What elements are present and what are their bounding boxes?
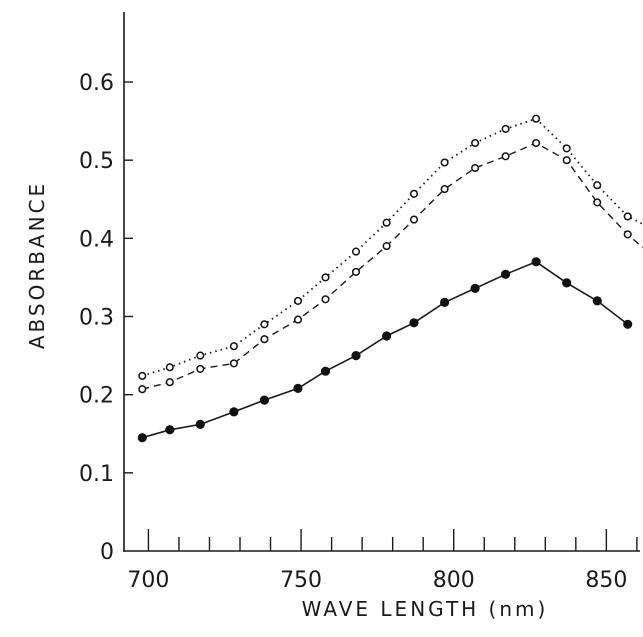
data-point [501, 269, 511, 279]
data-point [229, 342, 238, 351]
data-point [351, 267, 361, 276]
data-point [593, 198, 602, 207]
data-point [592, 296, 602, 306]
data-point [260, 335, 269, 344]
data-point [471, 163, 480, 173]
y-axis-title: ABSORBANCE [25, 181, 49, 349]
data-point [260, 320, 269, 329]
data-point [351, 247, 361, 256]
series-dashed [138, 138, 643, 394]
data-point [501, 152, 510, 161]
y-tick-label: 0.6 [79, 71, 114, 96]
series-line-dotted [142, 117, 643, 377]
y-tick-label: 0.3 [79, 306, 114, 331]
data-point [321, 273, 330, 282]
data-point [440, 158, 449, 167]
data-point [165, 378, 174, 387]
data-point [320, 366, 331, 376]
data-point [293, 315, 303, 324]
y-tick-label: 0.4 [79, 227, 114, 252]
x-tick-label: 800 [433, 568, 475, 593]
data-point [562, 144, 571, 153]
series-line-dashed [142, 142, 643, 390]
data-point [165, 425, 175, 435]
data-point [471, 138, 480, 148]
data-point [259, 395, 269, 405]
series-solid [137, 257, 633, 443]
data-point [321, 295, 330, 304]
data-point [532, 138, 541, 148]
data-point [409, 189, 419, 198]
series-group [137, 114, 643, 443]
data-point [196, 351, 205, 360]
data-point [440, 297, 450, 307]
data-point [470, 283, 480, 293]
data-point [593, 181, 602, 190]
data-point [229, 407, 239, 417]
data-point [562, 156, 571, 165]
data-point [293, 383, 303, 393]
y-tick-label: 0.2 [79, 384, 114, 409]
x-tick-label: 850 [585, 568, 627, 593]
data-point [623, 212, 632, 221]
data-point [623, 319, 633, 329]
data-point [229, 359, 238, 368]
data-point [138, 371, 147, 380]
y-tick-label: 0.5 [79, 149, 114, 174]
data-point [382, 242, 391, 251]
data-point [532, 114, 541, 123]
y-tick-label: 0 [100, 540, 114, 565]
x-tick-label: 700 [127, 568, 169, 593]
x-axis-title: WAVE LENGTH (nm) [302, 597, 549, 621]
series-line-solid [142, 260, 629, 439]
data-point [409, 318, 419, 328]
data-point [293, 296, 303, 305]
data-point [382, 218, 391, 227]
series-dotted [138, 114, 643, 380]
data-point [409, 215, 419, 224]
data-point [137, 433, 147, 443]
data-point [562, 278, 572, 288]
data-point [195, 419, 205, 429]
data-point [138, 385, 147, 394]
x-tick-label: 750 [280, 568, 322, 593]
y-tick-label: 0.1 [79, 462, 114, 487]
data-point [382, 331, 392, 341]
data-point [196, 364, 205, 373]
data-point [165, 363, 174, 372]
data-point [351, 351, 361, 361]
data-point [623, 230, 632, 239]
data-point [531, 257, 541, 267]
data-point [501, 124, 510, 133]
data-point [440, 185, 449, 194]
ticks: 0 0.1 0.2 0.3 0.4 0.5 0.6 700 750 800 850 [79, 71, 638, 593]
